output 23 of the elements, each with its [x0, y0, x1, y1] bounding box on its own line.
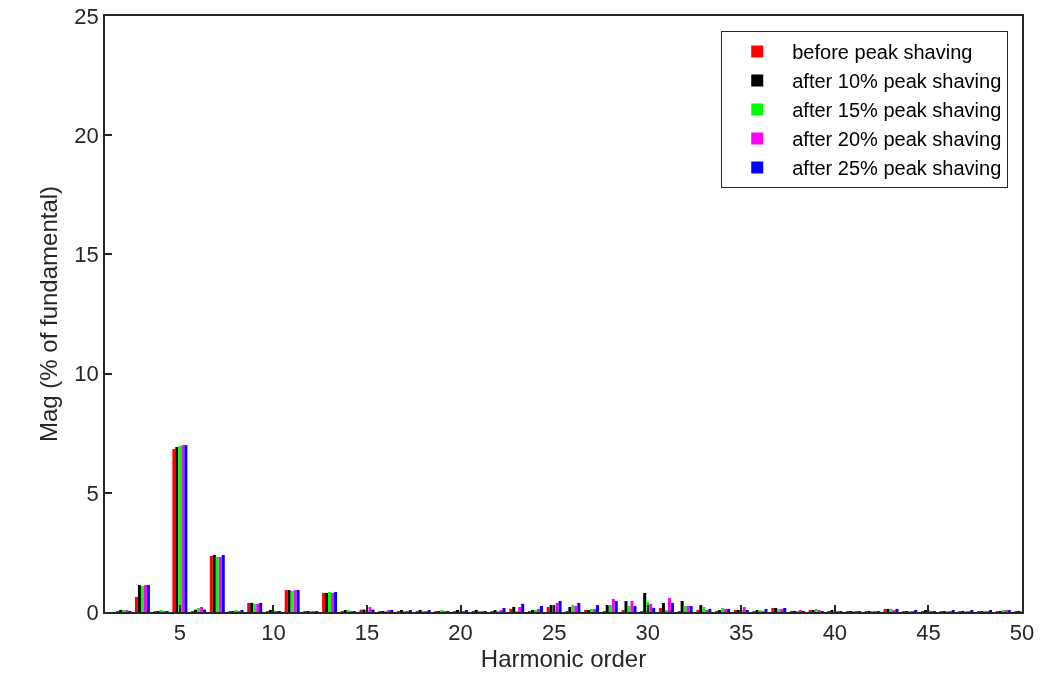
y-axis-title: Mag (% of fundamental): [34, 185, 62, 443]
legend-label: after 15% peak shaving: [792, 99, 1002, 122]
y-tick-label: 15: [74, 242, 99, 268]
y-tick-label: 5: [86, 480, 99, 506]
y-tick-label: 0: [86, 599, 99, 625]
x-tick-label: 30: [635, 620, 660, 646]
legend-label: after 20% peak shaving: [792, 128, 1002, 151]
x-tick-label: 15: [354, 620, 380, 646]
y-tick-label: 20: [74, 122, 99, 148]
x-tick-label: 20: [448, 620, 473, 646]
x-tick-label: 50: [1009, 620, 1035, 646]
x-tick-label: 5: [173, 620, 186, 646]
x-tick-label: 40: [822, 620, 848, 646]
legend-label: after 10% peak shaving: [792, 70, 1002, 93]
x-axis-title: Harmonic order: [480, 645, 647, 673]
legend-label: before peak shaving: [792, 41, 973, 64]
x-tick-label: 35: [729, 620, 754, 646]
x-tick-label: 25: [541, 620, 567, 646]
y-tick-label: 25: [74, 3, 99, 29]
x-tick-label: 10: [261, 620, 286, 646]
y-tick-label: 10: [74, 361, 99, 387]
legend-label: after 25% peak shaving: [792, 157, 1002, 180]
x-tick-label: 45: [916, 620, 941, 646]
